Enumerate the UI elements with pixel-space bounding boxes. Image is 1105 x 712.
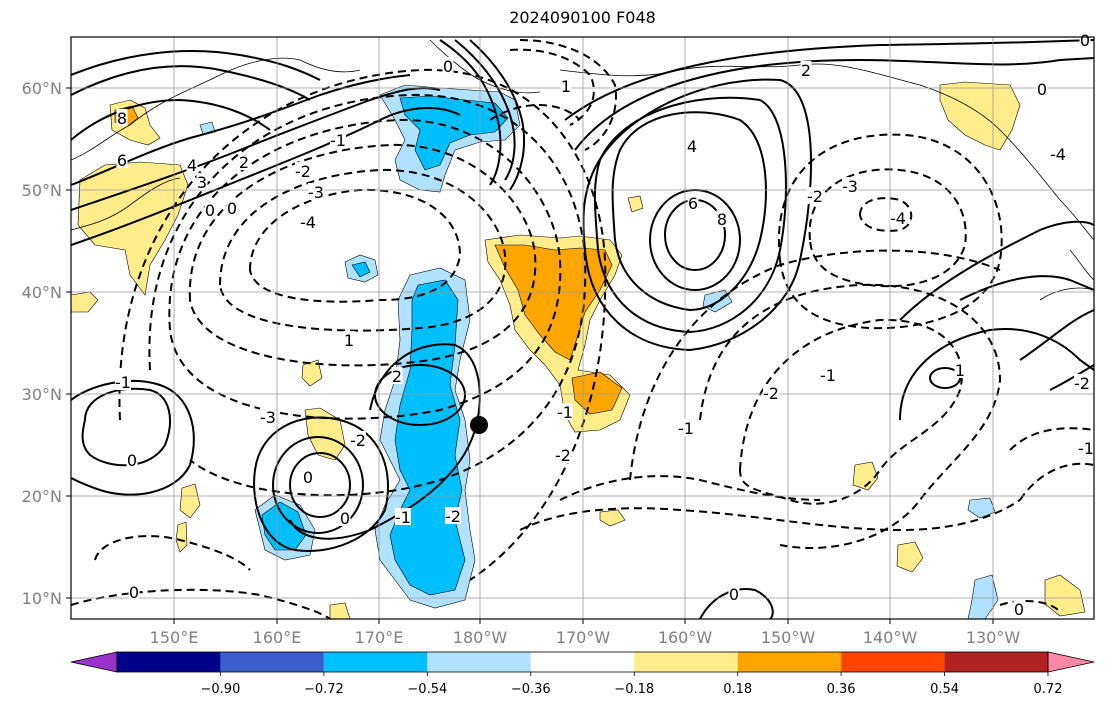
colorbar-extend-low [70,651,118,673]
contour-label: 2 [239,153,249,172]
contour-label: -1 [115,373,131,392]
colorbar-tick-label: −0.54 [407,682,447,697]
latitude-labels: 60°N 50°N 40°N 30°N 20°N 10°N [22,79,71,608]
contour-label: -2 [555,446,571,465]
contour-label: 6 [117,151,127,170]
lat-label: 60°N [22,79,62,98]
contour-label: -4 [890,209,906,228]
lon-label: 130°W [966,628,1021,647]
colorbar-segment [634,652,738,672]
contour-label: -1 [330,131,346,150]
lon-label: 150°E [150,628,199,647]
colorbar-tick-label: 0.72 [1034,682,1063,697]
lat-label: 50°N [22,181,62,200]
colorbar-tick-label: −0.90 [201,682,241,697]
contour-label: -2 [445,507,461,526]
contour-label: 0 [729,585,739,604]
colorbar-segment [220,652,324,672]
lat-label: 20°N [22,487,62,506]
colorbar-tick-label: −0.72 [304,682,344,697]
contour-label: 0 [1014,600,1024,619]
colorbar-tick-label: −0.18 [614,682,654,697]
contour-label: 0 [129,583,139,602]
contour-label: 6 [688,194,698,213]
contour-label: 8 [717,210,727,229]
contour-label: 1 [955,361,965,380]
lon-label: 140°W [863,628,918,647]
contour-label: 1 [561,77,571,96]
contour-label: 1 [344,331,354,350]
contour-label: 2 [801,61,811,80]
contour-label: -1 [557,403,573,422]
contour-label: -2 [1074,374,1090,393]
contour-label: 2 [392,367,402,386]
graticule [71,37,1094,619]
contour-label: -1 [395,508,411,527]
longitude-labels: 150°E 160°E 170°E 180°W 170°W 160°W 150°W 140°W… [150,619,1021,647]
colorbar-tick-label: 0.18 [723,682,752,697]
colorbar-segment [737,652,842,672]
contour-label: 0 [340,509,350,528]
contour-label: 0 [205,201,215,220]
contour-label: 8 [117,109,127,128]
lon-label: 160°W [658,628,713,647]
lon-label: 180°W [453,628,508,647]
contour-label: -1 [1078,439,1094,458]
storm-center-marker [470,416,488,434]
lat-label: 40°N [22,283,62,302]
contour-label: 4 [187,156,197,175]
contour-label: -4 [1050,145,1066,164]
contour-label: -3 [260,408,276,427]
map-title: 2024090100 F048 [509,8,656,27]
lon-label: 150°W [761,628,816,647]
contours-negative [71,39,1094,619]
contour-label: 0 [127,451,137,470]
contour-label: 0 [227,199,237,218]
colorbar-segment [323,652,428,672]
contour-label: -3 [308,183,324,202]
colorbar-tick-label: 0.36 [827,682,856,697]
contour-label: 0 [1080,31,1090,50]
lon-label: 170°E [355,628,404,647]
contour-label: 3 [197,173,207,192]
contour-label: -4 [300,213,316,232]
lat-label: 30°N [22,385,62,404]
colorbar-segment [944,652,1048,672]
colorbar-segment [427,652,531,672]
colorbar-tick-label: −0.36 [511,682,551,697]
colorbar-segment [530,652,635,672]
contour-label: -3 [842,177,858,196]
colorbar-segment [841,652,945,672]
contour-label: -2 [807,187,823,206]
contour-label: 0 [1037,80,1047,99]
colorbar-extend-high [1047,651,1095,673]
contour-label: -2 [295,162,311,181]
colorbar-tick-label: 0.54 [930,682,959,697]
colorbar: −0.90 −0.72 −0.54 −0.36 −0.18 0.18 0.36 0.54 0.7… [70,651,1095,697]
contour-label: -2 [763,384,779,403]
contour-label: -1 [820,366,836,385]
contour-label: 4 [687,137,697,156]
colorbar-segment [117,652,221,672]
contours-positive [71,39,1094,619]
lon-label: 160°E [253,628,302,647]
lon-label: 170°W [556,628,611,647]
contour-label: -2 [350,431,366,450]
contour-label: 0 [303,468,313,487]
lat-label: 10°N [22,589,62,608]
contour-label: 0 [443,57,453,76]
contour-label: -1 [678,419,694,438]
